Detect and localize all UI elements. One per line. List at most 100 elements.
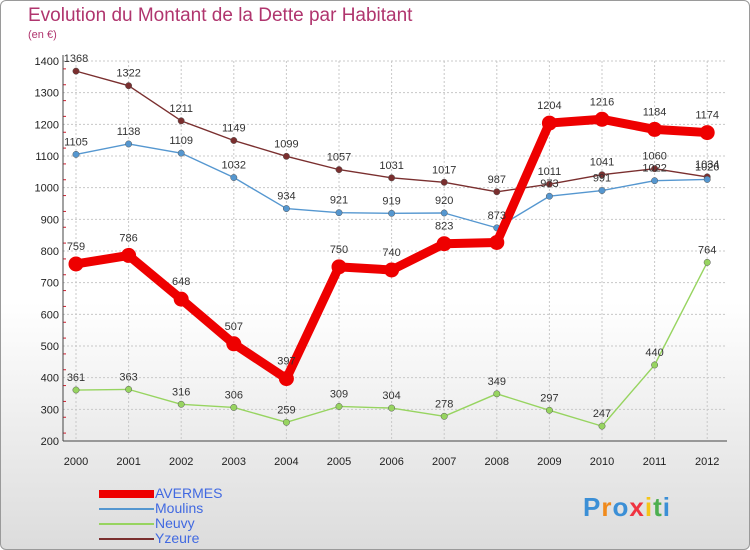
data-point-neuvy [335, 403, 343, 410]
data-point-moulins [703, 175, 711, 183]
x-tick-label: 2005 [327, 456, 351, 468]
data-point-yzeure [545, 180, 553, 188]
data-label-neuvy: 306 [225, 389, 243, 401]
data-label-yzeure: 1017 [432, 164, 456, 176]
x-tick-label: 2001 [116, 456, 140, 468]
data-label-neuvy: 309 [330, 388, 348, 400]
data-label-moulins: 919 [382, 195, 400, 207]
data-point-moulins [335, 209, 343, 217]
data-label-neuvy: 349 [488, 376, 506, 388]
data-point-avermes [541, 115, 557, 131]
data-point-avermes [68, 256, 84, 272]
data-point-yzeure [230, 137, 238, 144]
x-tick-label: 2012 [695, 456, 719, 468]
data-point-yzeure [335, 166, 343, 174]
data-label-moulins: 1026 [695, 161, 719, 173]
data-label-yzeure: 1099 [274, 138, 298, 150]
data-label-yzeure: 987 [488, 174, 506, 186]
data-point-yzeure [72, 67, 80, 75]
y-tick-label: 1000 [35, 183, 59, 195]
legend-label: Neuvy [155, 515, 195, 531]
data-point-avermes [594, 111, 610, 127]
data-point-moulins [177, 149, 185, 157]
data-point-moulins [282, 205, 290, 213]
x-tick-label: 2011 [643, 456, 667, 468]
data-label-moulins: 921 [330, 195, 348, 207]
data-label-yzeure: 1041 [590, 157, 614, 169]
data-label-avermes: 1184 [643, 106, 667, 118]
data-label-yzeure: 1211 [169, 103, 193, 115]
data-label-yzeure: 1149 [222, 122, 246, 134]
data-point-neuvy [72, 386, 80, 394]
legend-swatch [99, 508, 154, 510]
data-label-yzeure: 1322 [116, 68, 140, 80]
data-point-yzeure [598, 171, 606, 179]
y-tick-label: 700 [41, 278, 59, 290]
data-label-neuvy: 304 [382, 390, 400, 402]
y-tick-label: 1300 [35, 88, 59, 100]
data-label-neuvy: 297 [540, 392, 558, 404]
y-tick-label: 1200 [35, 119, 59, 131]
data-point-moulins [388, 209, 396, 217]
data-label-avermes: 648 [172, 276, 190, 288]
legend-swatch [99, 490, 154, 498]
x-tick-label: 2008 [485, 456, 509, 468]
y-tick-label: 600 [41, 309, 59, 321]
y-tick-label: 400 [41, 373, 59, 385]
y-tick-label: 500 [41, 341, 59, 353]
data-point-avermes [121, 247, 137, 263]
data-point-avermes [331, 259, 347, 275]
y-tick-label: 300 [41, 404, 59, 416]
data-point-neuvy [125, 385, 133, 393]
data-point-neuvy [598, 422, 606, 430]
data-label-neuvy: 278 [435, 398, 453, 410]
data-point-neuvy [388, 404, 396, 412]
data-label-yzeure: 1011 [538, 166, 562, 178]
y-tick-label: 1100 [35, 151, 59, 163]
data-point-neuvy [651, 361, 659, 369]
x-tick-label: 2002 [169, 456, 193, 468]
data-label-moulins: 991 [593, 173, 611, 185]
data-point-yzeure [388, 174, 396, 182]
data-label-neuvy: 247 [593, 408, 611, 420]
data-point-neuvy [703, 258, 711, 266]
data-point-avermes [647, 121, 663, 137]
data-label-avermes: 1174 [695, 110, 719, 122]
data-point-moulins [440, 209, 448, 217]
data-point-neuvy [177, 400, 185, 408]
data-label-moulins: 934 [277, 191, 295, 203]
data-label-neuvy: 361 [67, 372, 85, 384]
legend-swatch [99, 538, 154, 540]
data-point-yzeure [440, 178, 448, 186]
data-label-yzeure: 1031 [379, 160, 403, 172]
data-point-neuvy [230, 403, 238, 411]
y-tick-label: 200 [41, 436, 59, 448]
x-tick-label: 2003 [222, 456, 246, 468]
data-label-moulins: 1032 [222, 160, 246, 172]
data-point-moulins [230, 174, 238, 181]
data-label-yzeure: 1034 [695, 159, 719, 171]
data-point-avermes [489, 234, 505, 250]
data-label-neuvy: 316 [172, 386, 190, 398]
data-point-avermes [384, 262, 400, 278]
chart-title: Evolution du Montant de la Dette par Hab… [28, 5, 413, 26]
y-tick-label: 1400 [35, 56, 59, 68]
data-point-yzeure [177, 117, 185, 125]
data-label-avermes: 397 [277, 356, 295, 368]
data-label-avermes: 507 [225, 321, 243, 333]
legend-label: AVERMES [155, 485, 223, 501]
data-label-moulins: 1138 [117, 126, 141, 138]
data-label-moulins: 873 [488, 210, 506, 222]
data-point-neuvy [493, 390, 501, 398]
data-point-avermes [278, 371, 294, 387]
data-label-avermes: 750 [330, 244, 348, 256]
data-point-avermes [173, 291, 189, 307]
data-label-neuvy: 259 [277, 404, 295, 416]
x-tick-label: 2004 [274, 456, 298, 468]
data-point-avermes [226, 336, 242, 352]
data-point-moulins [598, 187, 606, 194]
data-point-neuvy [282, 418, 290, 426]
data-label-yzeure: 1060 [642, 151, 666, 163]
data-point-neuvy [545, 406, 553, 414]
